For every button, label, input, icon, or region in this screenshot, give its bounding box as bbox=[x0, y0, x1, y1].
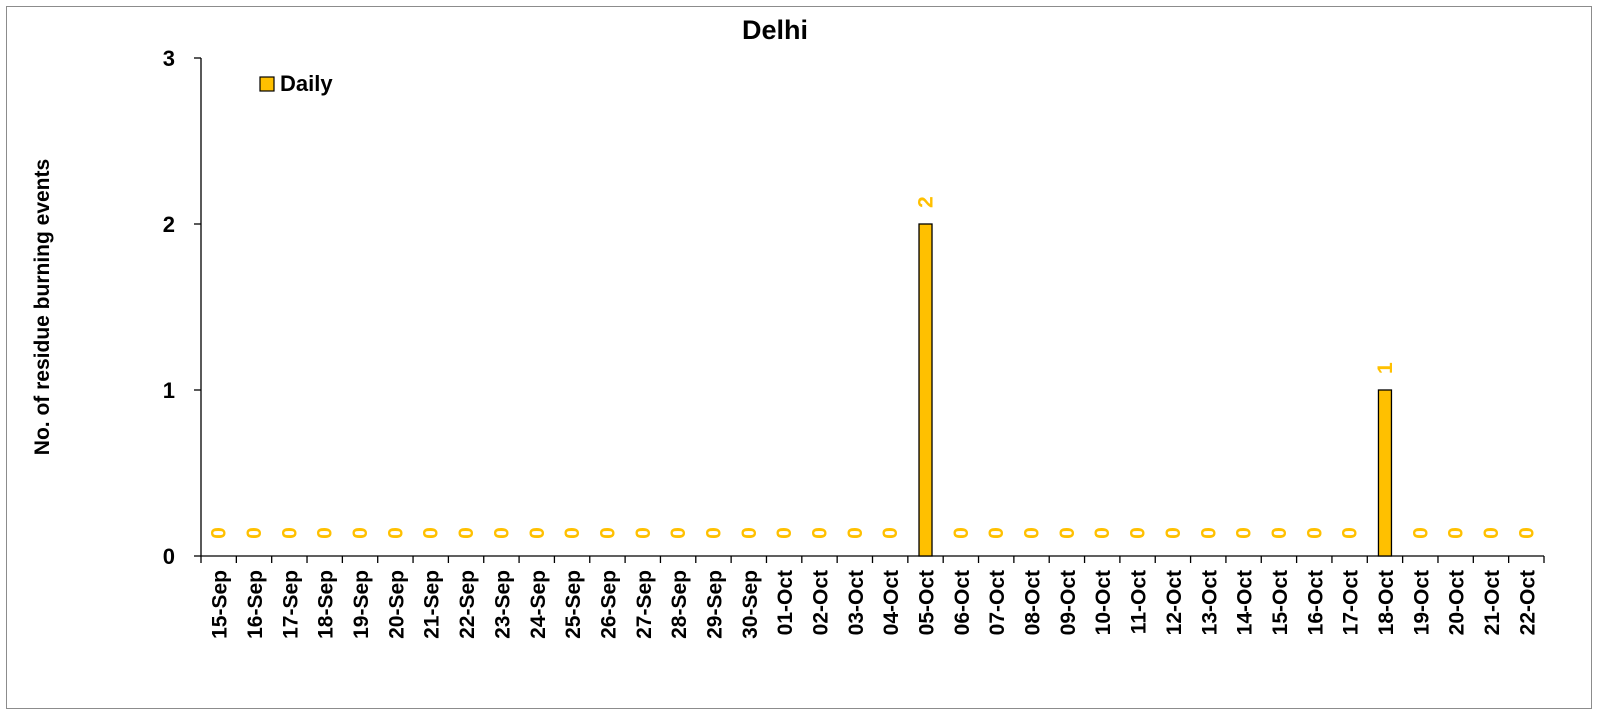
x-tick-label: 24-Sep bbox=[527, 570, 550, 639]
x-tick-label: 27-Sep bbox=[633, 570, 656, 639]
y-tick-label: 2 bbox=[163, 212, 175, 237]
x-tick-label: 12-Oct bbox=[1163, 570, 1186, 635]
x-tick-label: 25-Sep bbox=[562, 570, 585, 639]
x-tick-label: 09-Oct bbox=[1057, 570, 1080, 635]
x-tick-label: 22-Sep bbox=[456, 570, 479, 639]
x-tick-label: 04-Oct bbox=[880, 570, 903, 635]
data-label: 0 bbox=[455, 527, 478, 539]
data-label: 0 bbox=[243, 527, 266, 539]
chart-title: Delhi bbox=[742, 15, 808, 45]
bar bbox=[918, 223, 933, 557]
x-tick-label: 05-Oct bbox=[916, 570, 939, 635]
data-label: 0 bbox=[1339, 527, 1362, 539]
legend-label: Daily bbox=[280, 71, 333, 96]
x-tick-label: 01-Oct bbox=[774, 570, 797, 635]
x-tick-label: 29-Sep bbox=[703, 570, 726, 639]
x-tick-label: 18-Sep bbox=[315, 570, 338, 639]
bar-chart: Delhi No. of residue burning events Dail… bbox=[31, 15, 1545, 639]
data-label: 0 bbox=[1268, 527, 1291, 539]
data-label: 0 bbox=[1303, 527, 1326, 539]
x-tick-label: 22-Oct bbox=[1516, 570, 1539, 635]
data-label: 0 bbox=[384, 527, 407, 539]
data-label: 0 bbox=[808, 527, 831, 539]
data-label: 0 bbox=[1127, 527, 1150, 539]
data-label: 0 bbox=[349, 527, 372, 539]
x-tick-label: 07-Oct bbox=[986, 570, 1009, 635]
data-label: 1 bbox=[1374, 362, 1397, 374]
x-tick-label: 19-Oct bbox=[1410, 570, 1433, 635]
x-tick-label: 16-Sep bbox=[244, 570, 267, 639]
x-tick-label: 03-Oct bbox=[845, 570, 868, 635]
x-tick-label: 23-Sep bbox=[491, 570, 514, 639]
data-label: 0 bbox=[526, 527, 549, 539]
x-tick-label: 13-Oct bbox=[1198, 570, 1221, 635]
x-tick-label: 17-Oct bbox=[1340, 570, 1363, 635]
data-label: 0 bbox=[1056, 527, 1079, 539]
data-label: 0 bbox=[1091, 527, 1114, 539]
y-tick-label: 3 bbox=[163, 46, 175, 71]
data-label: 0 bbox=[1233, 527, 1256, 539]
x-tick-label: 20-Oct bbox=[1446, 570, 1469, 635]
data-label: 0 bbox=[1480, 527, 1503, 539]
x-tick-label: 20-Sep bbox=[385, 570, 408, 639]
plot-area: 0 1 2 3 0 15-Sep 0 16-Sep 0 17-Sep 0 18-Sep 0 19-Sep 0… bbox=[163, 46, 1545, 639]
data-label: 0 bbox=[844, 527, 867, 539]
data-label: 0 bbox=[314, 527, 337, 539]
data-label: 0 bbox=[738, 527, 761, 539]
data-label: 0 bbox=[950, 527, 973, 539]
data-label: 0 bbox=[773, 527, 796, 539]
data-label: 0 bbox=[420, 527, 443, 539]
x-tick-label: 17-Sep bbox=[279, 570, 302, 639]
data-label: 0 bbox=[208, 527, 231, 539]
data-label: 0 bbox=[596, 527, 619, 539]
x-tick-label: 26-Sep bbox=[597, 570, 620, 639]
x-tick-label: 21-Sep bbox=[421, 570, 444, 639]
legend: Daily bbox=[259, 71, 333, 96]
chart-frame: Delhi No. of residue burning events Dail… bbox=[6, 6, 1592, 709]
data-label: 0 bbox=[1515, 527, 1538, 539]
data-label: 0 bbox=[490, 527, 513, 539]
legend-swatch bbox=[259, 76, 275, 92]
data-label: 0 bbox=[561, 527, 584, 539]
data-label: 0 bbox=[632, 527, 655, 539]
data-label: 0 bbox=[985, 527, 1008, 539]
data-label: 0 bbox=[1409, 527, 1432, 539]
x-tick-label: 18-Oct bbox=[1375, 570, 1398, 635]
x-tick-label: 19-Sep bbox=[350, 570, 373, 639]
data-label: 0 bbox=[1197, 527, 1220, 539]
x-tick-label: 02-Oct bbox=[809, 570, 832, 635]
x-tick-label: 08-Oct bbox=[1022, 570, 1045, 635]
y-tick-label: 0 bbox=[163, 544, 175, 569]
x-tick-label: 28-Sep bbox=[668, 570, 691, 639]
data-label: 0 bbox=[667, 527, 690, 539]
x-tick-label: 21-Oct bbox=[1481, 570, 1504, 635]
x-tick-label: 06-Oct bbox=[951, 570, 974, 635]
x-tick-label: 30-Sep bbox=[739, 570, 762, 639]
data-label: 0 bbox=[879, 527, 902, 539]
bar bbox=[1377, 389, 1393, 557]
data-label: 0 bbox=[1021, 527, 1044, 539]
y-tick-label: 1 bbox=[163, 378, 175, 403]
data-label: 0 bbox=[1445, 527, 1468, 539]
data-label: 0 bbox=[278, 527, 301, 539]
data-label: 0 bbox=[702, 527, 725, 539]
data-label: 2 bbox=[915, 196, 938, 208]
x-tick-label: 11-Oct bbox=[1128, 570, 1151, 634]
data-label: 0 bbox=[1162, 527, 1185, 539]
x-tick-label: 15-Oct bbox=[1269, 570, 1292, 635]
y-axis-label: No. of residue burning events bbox=[31, 159, 54, 455]
x-tick-label: 14-Oct bbox=[1234, 570, 1257, 635]
x-tick-label: 15-Sep bbox=[209, 570, 232, 639]
x-tick-label: 16-Oct bbox=[1304, 570, 1327, 635]
x-tick-label: 10-Oct bbox=[1092, 570, 1115, 635]
